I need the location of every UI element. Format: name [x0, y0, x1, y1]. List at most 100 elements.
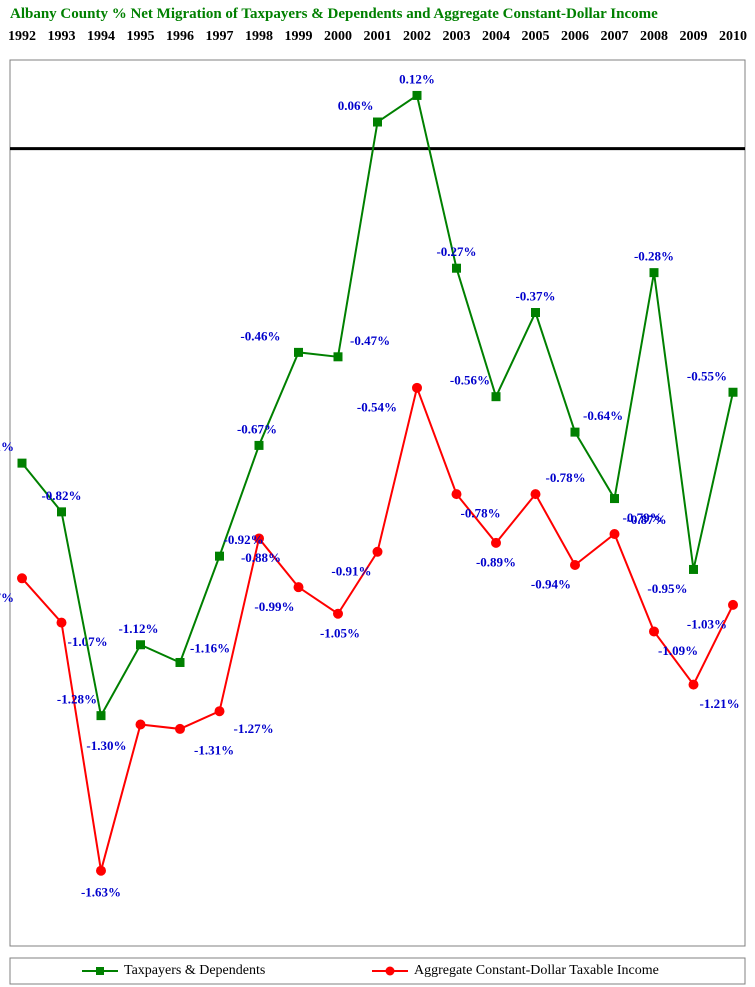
data-marker — [413, 91, 421, 99]
data-marker — [690, 565, 698, 573]
data-marker — [137, 641, 145, 649]
legend-marker — [386, 967, 395, 976]
data-label: -1.31% — [194, 743, 234, 758]
year-label: 1998 — [245, 29, 273, 44]
data-label: -1.27% — [234, 721, 274, 736]
data-label: -1.16% — [190, 640, 230, 655]
data-marker — [413, 383, 422, 392]
data-label: -0.91% — [331, 563, 371, 578]
year-label: 1999 — [285, 29, 313, 44]
data-label: -0.88% — [241, 550, 281, 565]
legend-label: Taxpayers & Dependents — [124, 963, 265, 978]
data-label: -0.79% — [623, 510, 663, 525]
data-label: -0.27% — [436, 244, 476, 259]
data-marker — [492, 393, 500, 401]
data-marker — [611, 495, 619, 503]
data-marker — [374, 118, 382, 126]
data-label: -0.95% — [647, 581, 687, 596]
data-marker — [18, 459, 26, 467]
data-marker — [373, 547, 382, 556]
data-label: -0.94% — [531, 577, 571, 592]
year-label: 2003 — [443, 29, 471, 44]
data-label: -0.67% — [237, 421, 277, 436]
data-marker — [650, 627, 659, 636]
year-label: 1997 — [206, 29, 234, 44]
year-label: 1992 — [8, 29, 36, 44]
data-label: -0.89% — [476, 554, 516, 569]
data-label: -1.63% — [81, 884, 121, 899]
data-label: -0.78% — [546, 470, 586, 485]
data-marker — [492, 538, 501, 547]
data-label: -0.46% — [240, 328, 280, 343]
data-marker — [215, 707, 224, 716]
year-label: 2006 — [561, 29, 589, 44]
data-label: -0.92% — [224, 532, 264, 547]
data-marker — [729, 600, 738, 609]
data-label: -1.09% — [658, 643, 698, 658]
year-label: 2010 — [719, 29, 747, 44]
year-label: 1996 — [166, 29, 194, 44]
data-marker — [531, 490, 540, 499]
data-label: -1.21% — [700, 696, 740, 711]
year-label: 2000 — [324, 29, 352, 44]
data-label: -0.97% — [0, 590, 14, 605]
data-label: -0.56% — [450, 373, 490, 388]
data-marker — [57, 618, 66, 627]
data-marker — [532, 309, 540, 317]
year-label: 2008 — [640, 29, 668, 44]
data-label: -0.78% — [461, 506, 501, 521]
plot-border — [10, 60, 745, 946]
data-marker — [452, 490, 461, 499]
data-marker — [650, 269, 658, 277]
data-label: -0.82% — [41, 488, 81, 503]
data-label: -0.55% — [687, 368, 727, 383]
data-label: -1.05% — [320, 625, 360, 640]
data-marker — [334, 609, 343, 618]
data-marker — [97, 866, 106, 875]
data-label: -1.30% — [86, 738, 126, 753]
data-label: 0.06% — [338, 98, 374, 113]
data-marker — [176, 658, 184, 666]
data-marker — [97, 712, 105, 720]
data-marker — [334, 353, 342, 361]
data-marker — [294, 583, 303, 592]
year-label: 2004 — [482, 29, 510, 44]
data-label: -0.47% — [350, 333, 390, 348]
data-marker — [689, 680, 698, 689]
data-label: -0.28% — [634, 249, 674, 264]
data-label: -0.64% — [583, 408, 623, 423]
data-marker — [136, 720, 145, 729]
year-label: 2009 — [680, 29, 708, 44]
data-label: -1.03% — [687, 616, 727, 631]
year-label: 2001 — [364, 29, 392, 44]
chart-title: Albany County % Net Migration of Taxpaye… — [10, 6, 658, 22]
data-marker — [255, 441, 263, 449]
chart-container: { "title": "Albany County % Net Migratio… — [0, 0, 755, 987]
data-marker — [571, 561, 580, 570]
data-marker — [610, 530, 619, 539]
data-marker — [58, 508, 66, 516]
data-marker — [295, 348, 303, 356]
year-label: 1995 — [127, 29, 155, 44]
year-label: 1994 — [87, 29, 115, 44]
migration-chart: Albany County % Net Migration of Taxpaye… — [0, 0, 755, 987]
data-marker — [18, 574, 27, 583]
year-label: 1993 — [48, 29, 76, 44]
data-label: -0.71% — [0, 439, 14, 454]
data-label: -1.12% — [118, 621, 158, 636]
data-marker — [729, 388, 737, 396]
year-label: 2007 — [601, 29, 629, 44]
data-label: -0.54% — [357, 399, 397, 414]
year-label: 2005 — [522, 29, 550, 44]
legend-marker — [96, 967, 104, 975]
data-label: -1.28% — [57, 692, 97, 707]
data-label: 0.12% — [399, 71, 435, 86]
year-label: 2002 — [403, 29, 431, 44]
data-marker — [453, 264, 461, 272]
legend-label: Aggregate Constant-Dollar Taxable Income — [414, 963, 659, 978]
data-marker — [216, 552, 224, 560]
data-label: -0.37% — [515, 289, 555, 304]
data-marker — [176, 724, 185, 733]
data-marker — [571, 428, 579, 436]
data-label: -0.99% — [254, 599, 294, 614]
